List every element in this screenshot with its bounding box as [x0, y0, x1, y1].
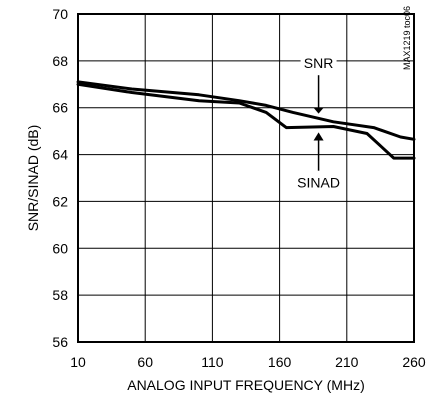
- snr-arrow-head: [313, 107, 324, 114]
- snr-annotation: SNR: [304, 55, 334, 71]
- series-lines: [76, 80, 416, 160]
- grid: [78, 14, 414, 342]
- x-axis-label: ANALOG INPUT FREQUENCY (MHz): [127, 377, 365, 393]
- y-tick-label: 58: [52, 287, 68, 303]
- sinad-annotation: SINAD: [297, 175, 340, 191]
- x-tick-label: 60: [137, 354, 153, 370]
- tick-labels: 10 60 110 160 210 260 56 58 60 62 64 66 68 70: [52, 6, 425, 370]
- series-line-sinad: [76, 82, 416, 160]
- y-tick-label: 60: [52, 240, 68, 256]
- x-tick-label: 110: [201, 354, 224, 370]
- sinad-arrow-head: [313, 132, 324, 141]
- snr-label-bg: [300, 52, 337, 73]
- figure-code-label: MAX1219 toc06: [402, 6, 412, 70]
- series-line-snr: [76, 80, 416, 141]
- x-tick-label: 210: [335, 354, 359, 370]
- y-tick-label: 64: [52, 147, 68, 163]
- plot-frame: [77, 13, 415, 343]
- annotations: SNR SINAD: [292, 52, 345, 192]
- x-tick-label: 260: [402, 354, 426, 370]
- y-tick-label: 68: [52, 53, 68, 69]
- y-axis-label: SNR/SINAD (dB): [25, 125, 41, 232]
- y-tick-label: 66: [52, 100, 68, 116]
- x-tick-label: 10: [70, 354, 86, 370]
- y-tick-label: 56: [52, 334, 68, 350]
- y-tick-label: 62: [52, 193, 68, 209]
- y-tick-label: 70: [52, 6, 68, 22]
- sinad-label-bg: [292, 171, 345, 192]
- x-tick-label: 160: [268, 354, 292, 370]
